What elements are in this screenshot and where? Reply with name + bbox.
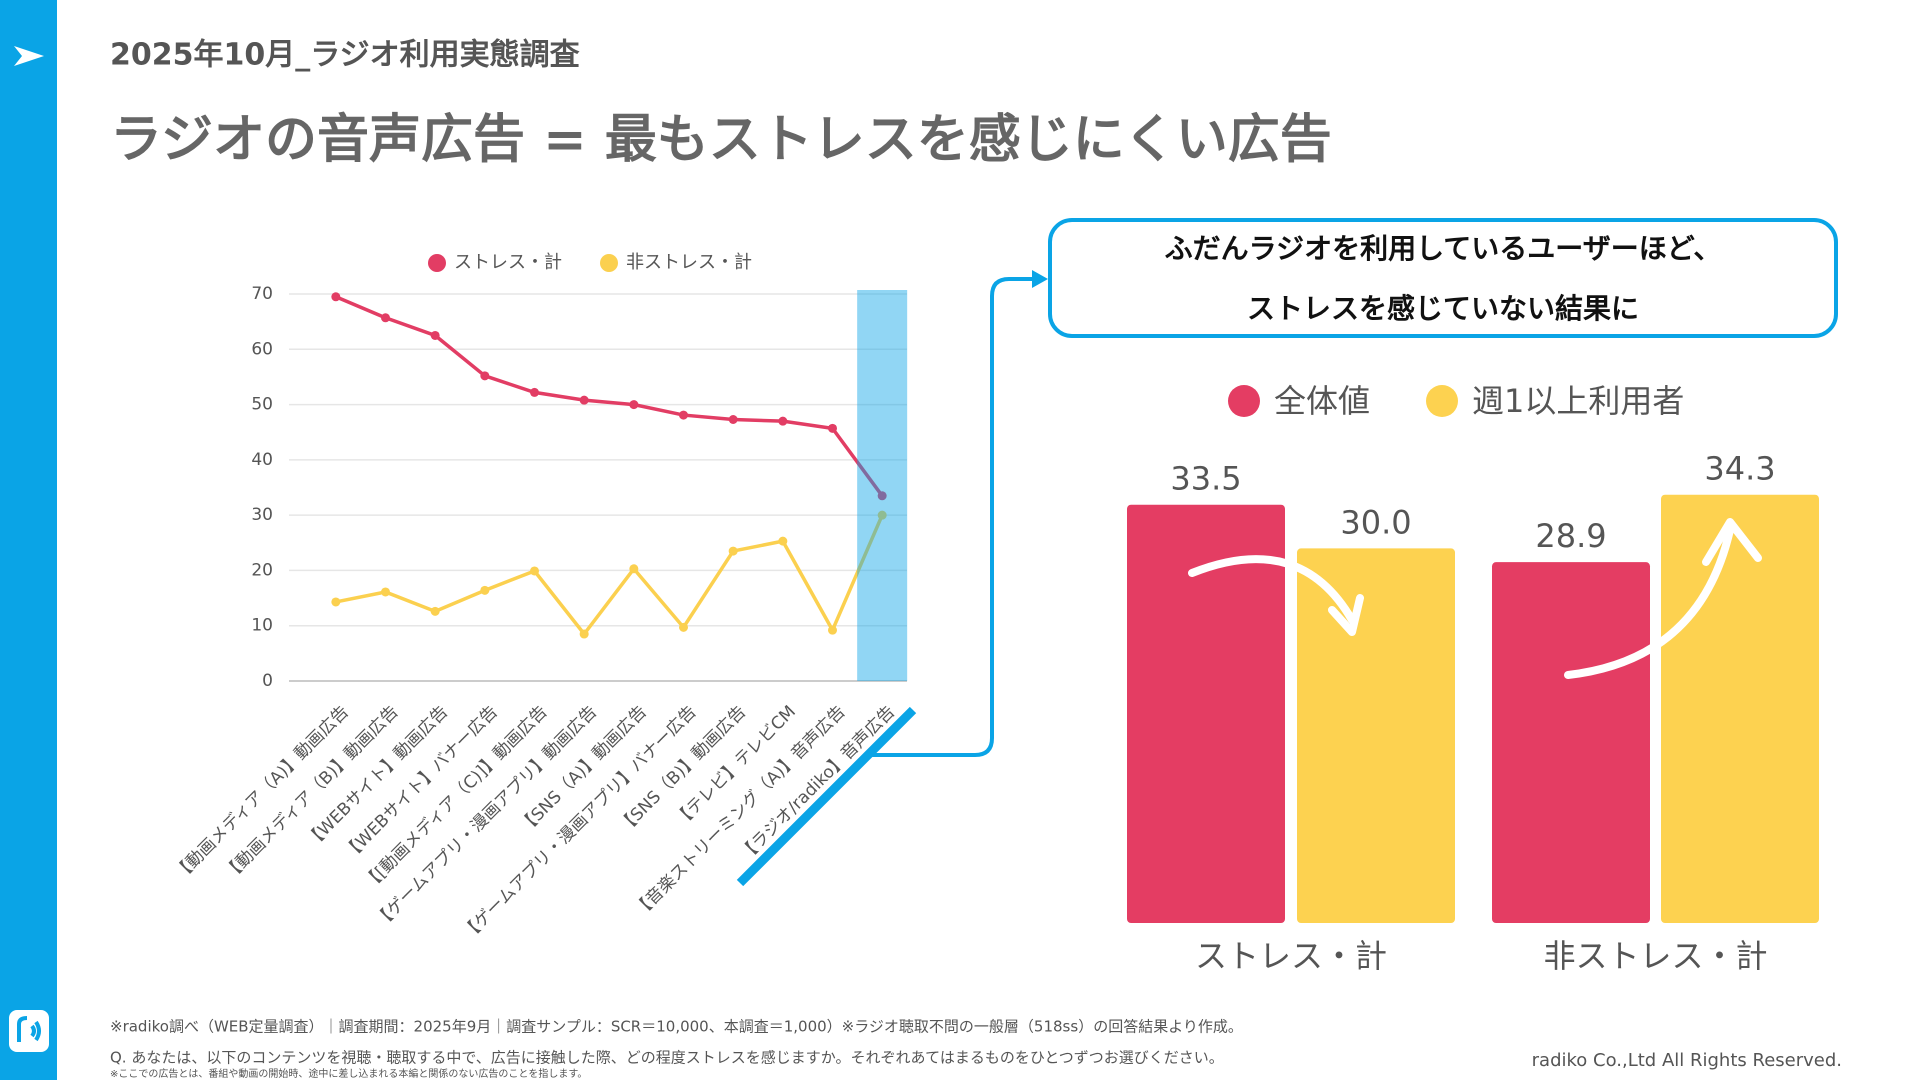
point <box>530 387 539 397</box>
bar <box>1492 562 1650 923</box>
point <box>480 585 490 595</box>
callout-box <box>1048 218 1838 338</box>
point <box>728 546 738 556</box>
point <box>530 566 539 576</box>
point <box>629 564 639 574</box>
legend-label: 非ストレス・計 <box>626 252 752 273</box>
legend-label: 全体値 <box>1274 382 1370 420</box>
point <box>430 606 440 616</box>
point <box>579 395 589 405</box>
y-tick-label: 10 <box>251 616 273 636</box>
x-tick-label: ストレス・計 <box>1195 937 1387 975</box>
point <box>728 414 738 424</box>
x-tick-label: 非ストレス・計 <box>1543 937 1767 975</box>
point <box>679 410 688 420</box>
point <box>331 292 341 302</box>
point <box>480 371 490 381</box>
increase-arrow <box>1564 526 1734 679</box>
highlight-band <box>857 290 908 681</box>
callout-line: ストレスを感じていない結果に <box>1247 292 1639 325</box>
callout-line: ふだんラジオを利用しているユーザーほど、 <box>1165 232 1722 265</box>
point <box>629 400 639 410</box>
point <box>828 625 837 635</box>
legend-marker <box>600 254 618 272</box>
highlight-underline <box>736 706 917 887</box>
copyright: radiko Co.,Ltd All Rights Reserved. <box>1532 1050 1842 1071</box>
increase-arrow-head <box>1702 518 1762 566</box>
value-label: 28.9 <box>1535 517 1606 555</box>
header-title: ラジオの音声広告 = 最もストレスを感じにくい広告 <box>110 110 1332 170</box>
point <box>430 330 440 340</box>
y-tick-label: 70 <box>251 284 273 304</box>
point <box>877 510 887 520</box>
value-label: 33.5 <box>1170 460 1241 498</box>
footnote: ※ここでの広告とは、番組や動画の開始時、途中に差し込まれる本編と関係のない広告の… <box>110 1067 587 1080</box>
footnote: ※radiko調べ（WEB定量調査）｜調査期間：2025年9月｜調査サンプル：S… <box>110 1018 1243 1036</box>
point <box>381 587 390 597</box>
y-tick-label: 30 <box>251 505 273 525</box>
value-label: 30.0 <box>1340 503 1411 541</box>
point <box>679 622 688 632</box>
point <box>778 416 788 426</box>
y-tick-label: 0 <box>262 671 273 691</box>
series-line <box>335 514 884 637</box>
y-tick-label: 60 <box>251 339 273 359</box>
point <box>828 423 837 433</box>
point <box>331 597 341 607</box>
footnote: Q. あなたは、以下のコンテンツを視聴・聴取する中で、広告に接触した際、どの程度… <box>110 1049 1224 1067</box>
bar <box>1661 494 1819 923</box>
point <box>579 629 589 639</box>
y-tick-label: 40 <box>251 450 273 470</box>
legend-marker <box>1426 385 1458 417</box>
logo-mark <box>17 1016 41 1042</box>
decrease-arrow <box>1188 555 1356 624</box>
point <box>877 491 887 501</box>
y-tick-label: 20 <box>251 560 273 580</box>
connector <box>872 277 1040 757</box>
legend-marker <box>1228 385 1260 417</box>
legend-label: 週1以上利用者 <box>1472 382 1684 420</box>
legend-marker <box>428 254 446 272</box>
y-tick-label: 50 <box>251 395 273 415</box>
point <box>778 536 788 546</box>
value-label: 34.3 <box>1704 450 1775 488</box>
sidebar-arrow-icon <box>14 46 44 66</box>
sidebar <box>0 0 57 1080</box>
bar <box>1127 504 1285 923</box>
series-line <box>335 295 884 497</box>
connector-head <box>1032 270 1048 288</box>
bar <box>1297 548 1455 923</box>
header-subtitle: 2025年10月_ラジオ利用実態調査 <box>110 38 580 73</box>
legend-label: ストレス・計 <box>454 252 562 273</box>
x-tick-label: 【ゲームアプリ・漫画アプリ】バナー広告 <box>458 702 700 944</box>
decrease-arrow-head <box>1328 594 1364 636</box>
logo <box>9 1010 49 1052</box>
point <box>381 313 390 323</box>
